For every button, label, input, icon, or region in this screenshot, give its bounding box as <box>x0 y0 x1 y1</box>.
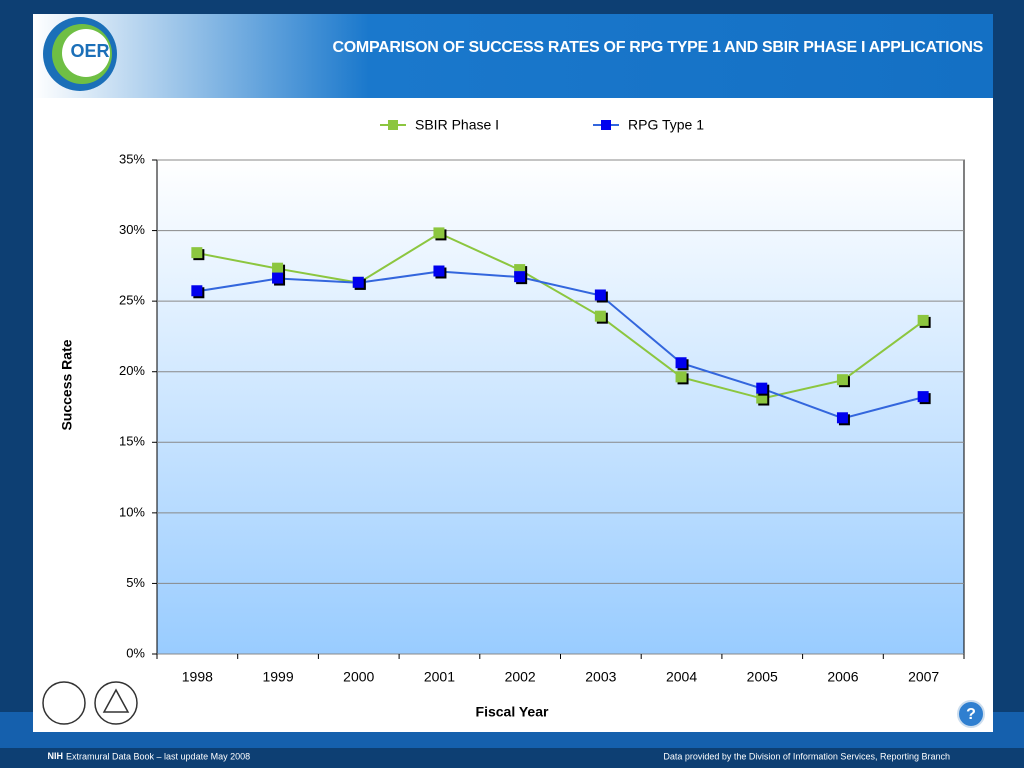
footer-nih: NIH <box>48 751 64 761</box>
x-tick-label: 2001 <box>424 669 455 685</box>
marker <box>836 374 848 386</box>
marker <box>514 264 526 276</box>
help-text[interactable]: ? <box>966 706 976 723</box>
header-bar <box>33 14 993 98</box>
marker <box>352 276 364 288</box>
legend-marker <box>388 120 398 130</box>
footer-right: Data provided by the Division of Informa… <box>663 751 950 761</box>
y-tick-label: 20% <box>119 363 145 378</box>
marker <box>917 314 929 326</box>
logo-text: OER <box>70 41 109 61</box>
marker <box>756 382 768 394</box>
footer-bold: NIH <box>48 751 64 761</box>
logo: OER <box>43 17 117 91</box>
marker <box>191 285 203 297</box>
legend-label: RPG Type 1 <box>628 117 704 133</box>
legend-label: SBIR Phase I <box>415 117 499 133</box>
chart-title: COMPARISON OF SUCCESS RATES OF RPG TYPE … <box>332 39 984 56</box>
marker <box>675 371 687 383</box>
marker <box>594 310 606 322</box>
x-tick-label: 2004 <box>666 669 697 685</box>
x-tick-label: 2005 <box>747 669 778 685</box>
y-tick-label: 25% <box>119 293 145 308</box>
x-tick-label: 2006 <box>827 669 858 685</box>
x-tick-label: 2003 <box>585 669 616 685</box>
y-tick-label: 5% <box>126 575 145 590</box>
x-tick-label: 2002 <box>505 669 536 685</box>
marker <box>756 392 768 404</box>
marker <box>191 247 203 259</box>
x-tick-label: 1998 <box>182 669 213 685</box>
marker <box>514 271 526 283</box>
marker <box>594 289 606 301</box>
y-tick-label: 0% <box>126 645 145 660</box>
y-tick-label: 15% <box>119 434 145 449</box>
nih-logos <box>42 681 138 725</box>
y-axis-label: Success Rate <box>59 339 75 430</box>
marker <box>433 265 445 277</box>
marker <box>272 262 284 274</box>
marker <box>836 412 848 424</box>
help-button[interactable]: ? <box>957 700 985 728</box>
help-circle[interactable] <box>957 700 985 728</box>
marker <box>272 272 284 284</box>
marker <box>675 357 687 369</box>
series-line <box>197 270 924 420</box>
y-tick-label: 10% <box>119 504 145 519</box>
plot-area <box>156 159 965 655</box>
x-axis-label: Fiscal Year <box>476 704 549 720</box>
marker <box>433 227 445 239</box>
x-tick-label: 1999 <box>262 669 293 685</box>
x-tick-label: 2000 <box>343 669 374 685</box>
legend-marker <box>601 120 611 130</box>
series-line <box>197 232 925 400</box>
x-tick-label: 2007 <box>908 669 939 685</box>
y-tick-label: 30% <box>119 222 145 237</box>
footer-left: Extramural Data Book – last update May 2… <box>66 751 250 761</box>
y-tick-label: 35% <box>119 151 145 166</box>
marker <box>917 391 929 403</box>
